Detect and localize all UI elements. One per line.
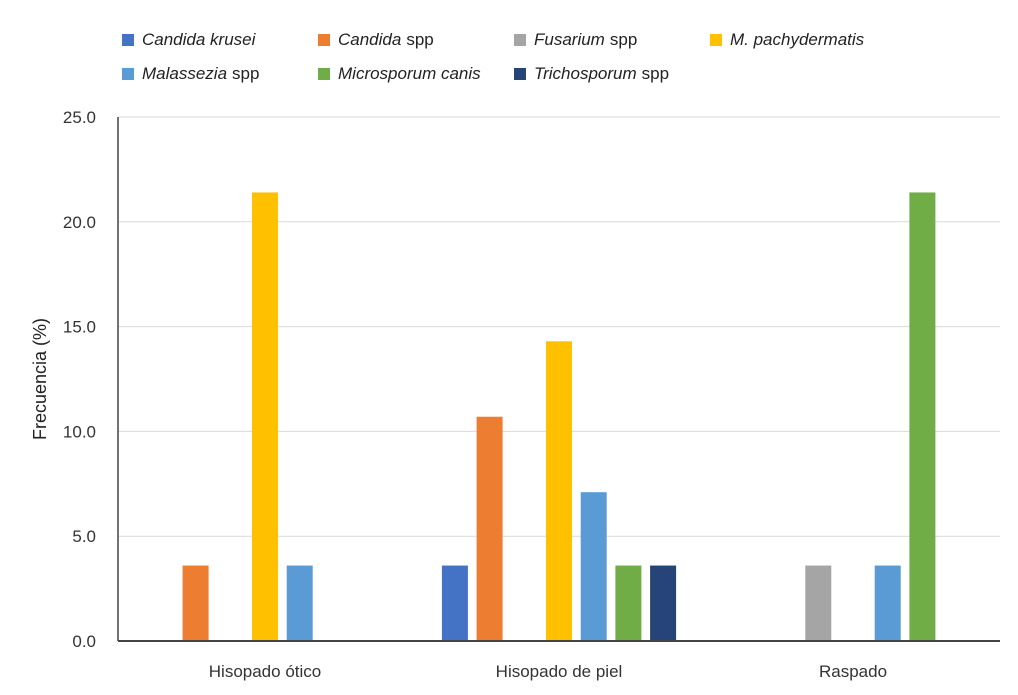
- legend-item: Microsporum canis: [318, 64, 481, 84]
- bar: [441, 565, 468, 641]
- bar: [650, 565, 677, 641]
- legend-item: Malassezia spp: [122, 64, 259, 84]
- legend-item: M. pachydermatis: [710, 30, 864, 50]
- legend-swatch: [122, 34, 134, 46]
- legend-label: M. pachydermatis: [730, 30, 865, 49]
- legend-label-suffix: spp: [609, 30, 638, 49]
- bar: [252, 192, 278, 641]
- y-tick-label: 25.0: [63, 108, 96, 127]
- legend-item: Candida krusei: [122, 30, 255, 50]
- y-tick-label: 5.0: [72, 527, 96, 546]
- legend-label-suffix: spp: [232, 64, 260, 83]
- bar: [874, 565, 901, 641]
- legend-label-suffix: spp: [641, 64, 670, 83]
- bar: [805, 565, 832, 641]
- y-tick-label: 0.0: [72, 632, 96, 651]
- legend-swatch: [318, 68, 330, 80]
- legend-item: Fusarium spp: [514, 30, 637, 50]
- legend-label: Candida: [338, 30, 402, 49]
- legend-item: Candida spp: [318, 30, 434, 50]
- legend-label-suffix: spp: [406, 30, 434, 49]
- bar: [909, 192, 936, 641]
- y-tick-label: 15.0: [63, 318, 96, 337]
- legend-swatch: [514, 68, 526, 80]
- x-tick-label: Hisopado de piel: [496, 662, 623, 681]
- x-tick-label: Raspado: [819, 662, 887, 681]
- legend-label: Trichosporum: [534, 64, 637, 83]
- bar: [546, 341, 572, 641]
- bar: [182, 565, 209, 641]
- legend-swatch: [318, 34, 330, 46]
- bar: [615, 565, 642, 641]
- legend-label: Candida krusei: [142, 30, 256, 49]
- y-axis-title: Frecuencia (%): [30, 318, 50, 440]
- legend-swatch: [710, 34, 722, 46]
- legend-label: Malassezia: [142, 64, 228, 83]
- y-tick-label: 10.0: [63, 422, 96, 441]
- legend-item: Trichosporum spp: [514, 64, 669, 84]
- bar: [286, 565, 313, 641]
- legend-swatch: [122, 68, 134, 80]
- y-tick-label: 20.0: [63, 213, 96, 232]
- legend-label: Fusarium: [534, 30, 605, 49]
- bar: [476, 416, 503, 641]
- bar: [580, 492, 607, 641]
- legend-label: Microsporum canis: [338, 64, 481, 83]
- legend-swatch: [514, 34, 526, 46]
- x-tick-label: Hisopado ótico: [209, 662, 321, 681]
